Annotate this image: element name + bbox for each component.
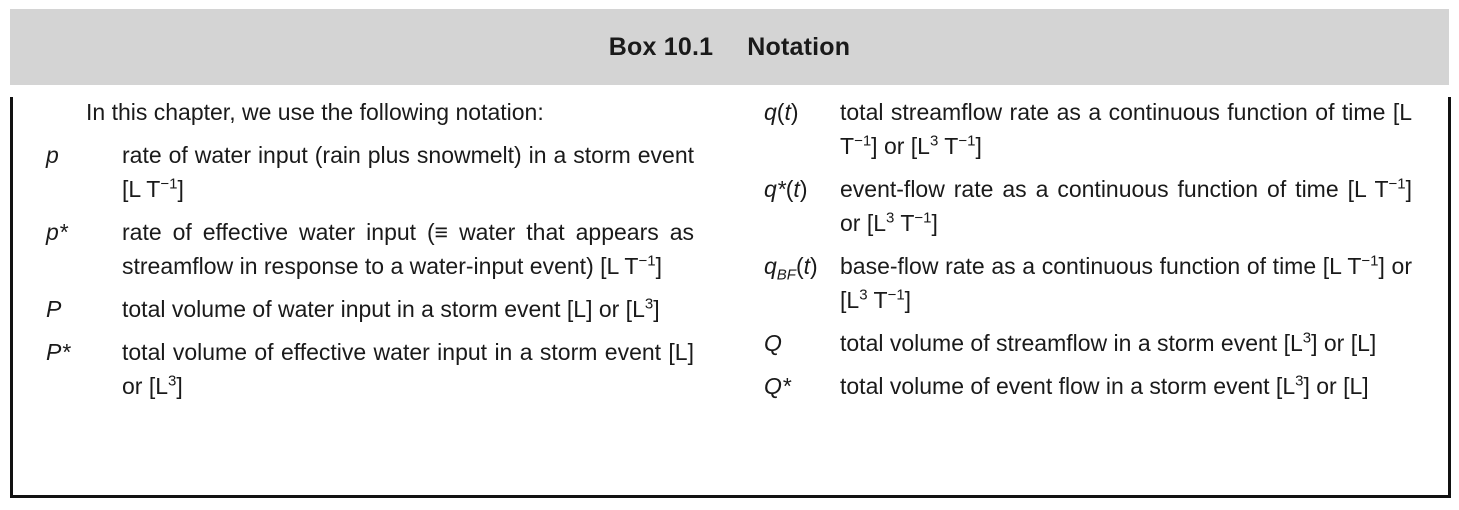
- notation-entry: Q* total volume of event flow in a storm…: [764, 369, 1412, 403]
- notation-entry: q(t) total streamflow rate as a continuo…: [764, 95, 1412, 163]
- notation-entry: q*(t) event-flow rate as a continuous fu…: [764, 172, 1412, 240]
- notation-entry: p* rate of effective water input (≡ wate…: [46, 215, 694, 283]
- notation-symbol: P: [46, 296, 62, 322]
- notation-symbol: P*: [46, 339, 71, 365]
- notation-description: rate of water input (rain plus snowmelt)…: [122, 142, 694, 202]
- notation-symbol: q*(t): [764, 176, 808, 202]
- notation-description: rate of effective water input (≡ water t…: [122, 219, 694, 279]
- notation-symbol: qBF(t): [764, 253, 818, 284]
- notation-entry: Q total volume of streamflow in a storm …: [764, 326, 1412, 360]
- notation-entry: p rate of water input (rain plus snowmel…: [46, 138, 694, 206]
- notation-symbol: p: [46, 142, 59, 168]
- notation-symbol: Q*: [764, 373, 791, 399]
- box-label: Box 10.1: [608, 32, 714, 61]
- notation-description: total streamflow rate as a continuous fu…: [840, 99, 1412, 159]
- notation-description: total volume of streamflow in a storm ev…: [840, 329, 1377, 356]
- notation-symbol: q(t): [764, 99, 799, 125]
- box-frame: [10, 97, 1451, 498]
- box-header: Box 10.1 Notation: [10, 9, 1449, 85]
- notation-description: base-flow rate as a continuous function …: [840, 252, 1413, 313]
- notation-description: total volume of water input in a storm e…: [122, 295, 660, 322]
- notation-symbol: p*: [46, 219, 68, 245]
- notation-entry: P total volume of water input in a storm…: [46, 292, 694, 326]
- notation-entry: P* total volume of effective water input…: [46, 335, 694, 403]
- intro-text: In this chapter, we use the following no…: [86, 99, 544, 125]
- box-heading: Notation: [747, 32, 851, 61]
- box-title: Box 10.1 Notation: [609, 33, 850, 62]
- notation-entry: qBF(t) base-flow rate as a continuous fu…: [764, 249, 1412, 317]
- notation-description: total volume of event flow in a storm ev…: [840, 372, 1369, 399]
- notation-symbol: Q: [764, 330, 782, 356]
- notation-description: event-flow rate as a continuous function…: [840, 175, 1412, 236]
- notation-description: total volume of effective water input in…: [122, 339, 694, 399]
- notation-column-left: In this chapter, we use the following no…: [46, 95, 694, 412]
- notation-column-right: q(t) total streamflow rate as a continuo…: [764, 95, 1412, 412]
